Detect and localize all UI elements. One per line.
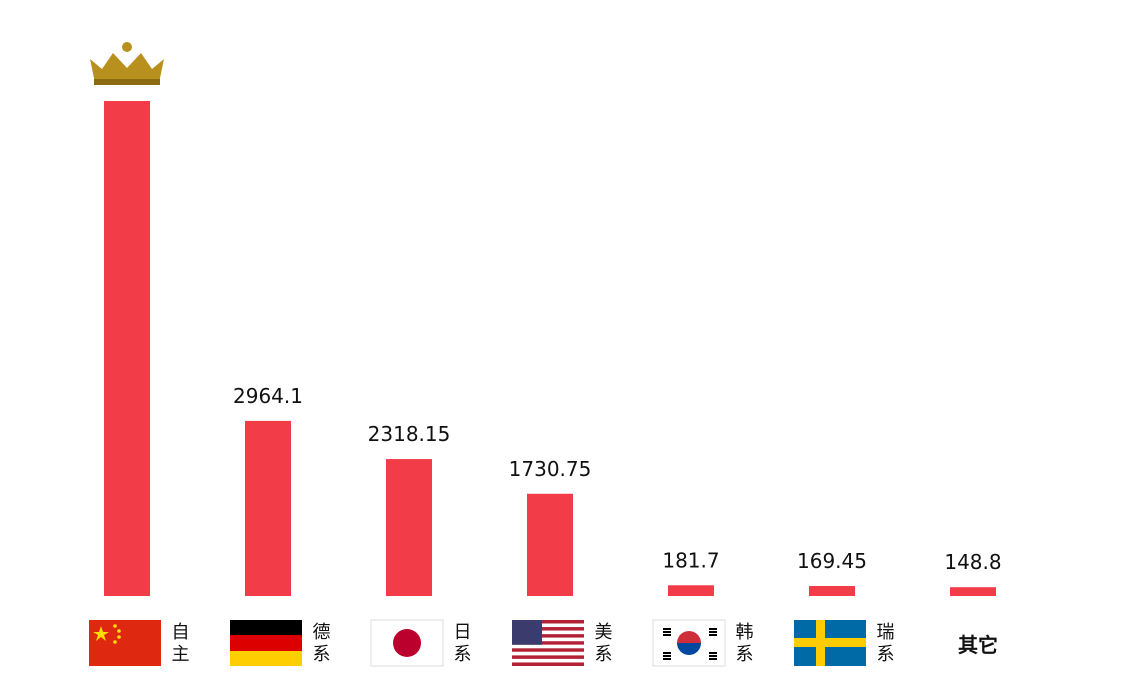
flag [652,619,726,667]
category-label: 日系 [451,622,472,666]
flag-part [512,620,542,645]
flag-part [512,630,584,635]
bar [386,459,432,596]
category-label: 德系 [310,622,331,666]
bar [668,585,714,596]
value-label: 181.7 [662,548,719,572]
bar [245,420,291,596]
value-label: 148.8 [944,550,1001,574]
flag-part [393,629,421,657]
flag [794,620,866,666]
flag-part [230,620,302,635]
flag-part [512,644,584,649]
flag [512,620,584,666]
flag-part [709,628,717,630]
flag-part [709,655,717,657]
flag-star [117,635,121,639]
value-label: 169.45 [797,549,867,573]
flag-part [663,652,671,654]
flag-part [512,651,584,656]
flag-part [89,620,161,666]
flag-part [512,655,584,659]
flag-part [663,634,671,636]
crown-icon [90,53,164,83]
flag-part [709,658,717,660]
flag-part [512,623,584,628]
flag-part [230,651,302,666]
category-label: 美系 [592,622,613,666]
bar [104,101,150,596]
bar [527,493,573,596]
crown-icon [94,79,160,85]
value-label: 2318.15 [368,422,451,446]
flag [89,620,161,666]
flag-part [663,631,671,633]
bar [950,587,996,596]
flag-part [230,635,302,651]
flag-part [709,652,717,654]
flag-part [512,658,584,663]
flag-star [117,629,121,633]
value-label: 2964.1 [233,384,303,408]
flag-part [794,638,866,647]
flag-part [512,641,584,645]
flag-part [512,620,584,624]
bar [809,585,855,596]
flag-part [512,637,584,642]
flag-part [512,634,584,638]
category-label: 瑞系 [874,622,895,666]
flag-part [663,628,671,630]
flag-part [512,627,584,631]
category-label: 自主 [169,622,190,666]
value-label: 1730.75 [509,457,592,481]
flag-part [677,631,701,643]
flag-star [113,640,117,644]
flag-star [113,624,117,628]
flag-part [709,631,717,633]
flag-part [709,634,717,636]
category-label: 其它 [958,633,998,657]
flag-part [663,658,671,660]
flag-part [512,662,584,666]
crown-icon [122,42,132,52]
flag-star [93,626,109,641]
flag-part [663,655,671,657]
flag [370,619,444,667]
category-label: 韩系 [733,622,754,666]
flag-part [677,643,701,655]
flag [230,620,302,666]
flag-part [512,648,584,652]
